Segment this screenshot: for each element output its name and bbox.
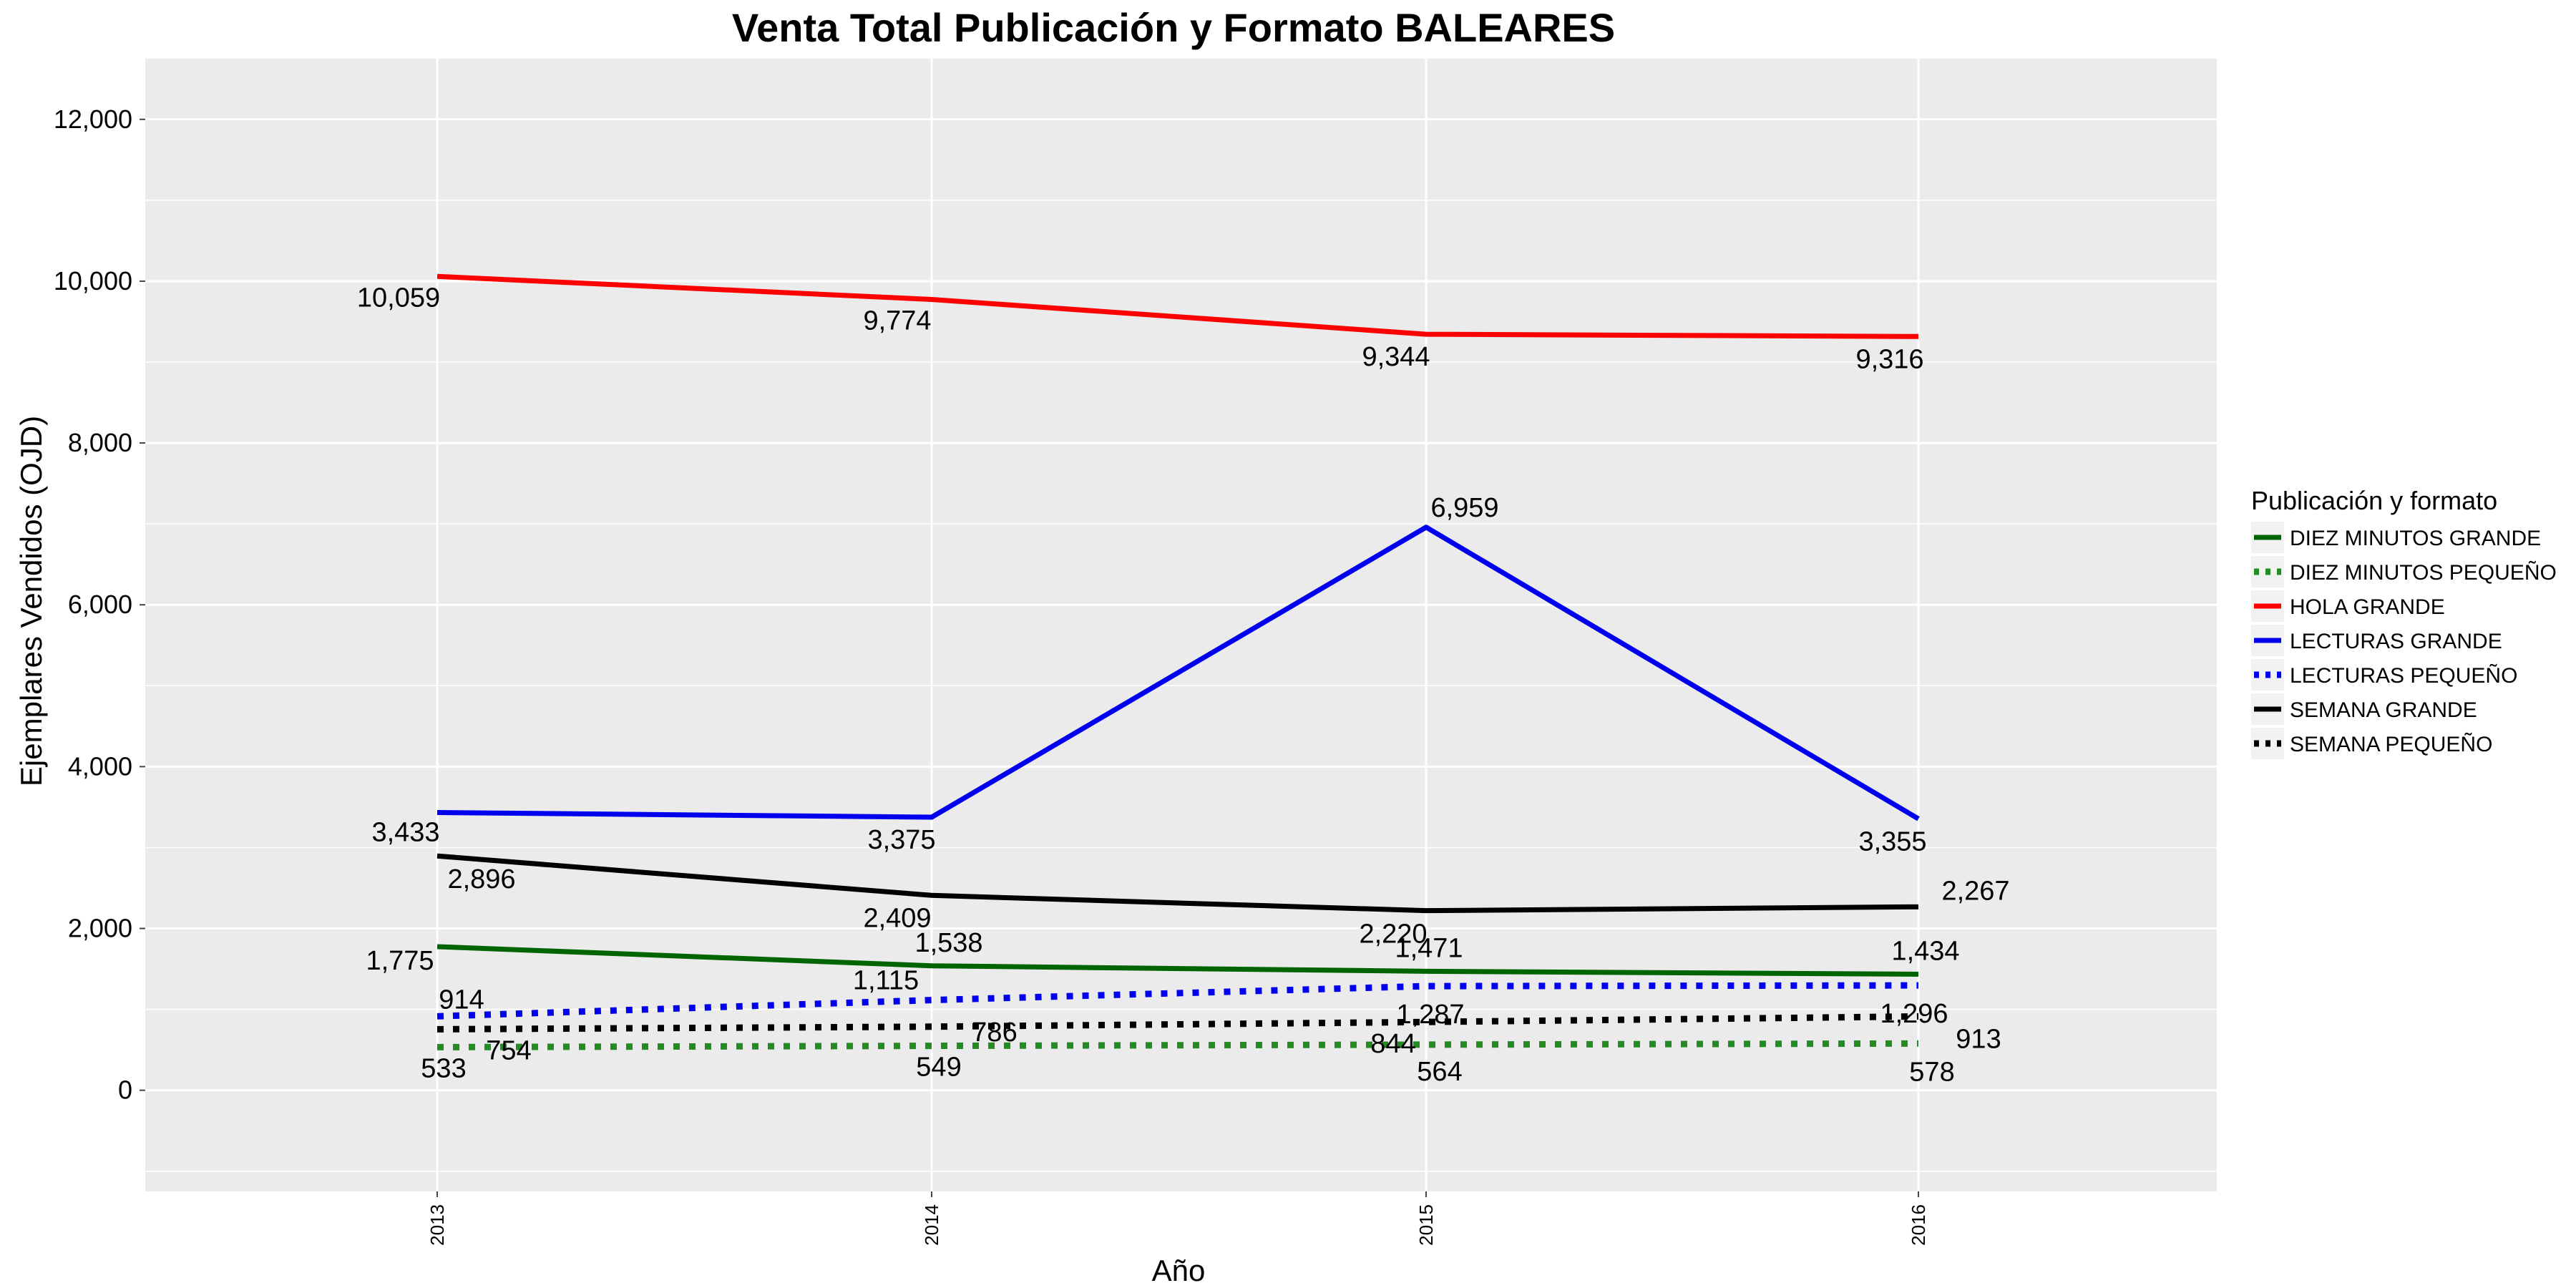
x-gridlines <box>436 59 1920 1191</box>
data-label: 1,115 <box>853 966 919 996</box>
legend: Publicación y formato DIEZ MINUTOS GRAND… <box>2251 486 2557 759</box>
data-label: 6,959 <box>1430 493 1498 523</box>
legend-item-label: LECTURAS PEQUEÑO <box>2290 663 2517 688</box>
y-tick-label: 2,000 <box>68 914 132 943</box>
data-label: 754 <box>486 1035 531 1065</box>
legend-item-label: LECTURAS GRANDE <box>2290 630 2502 653</box>
y-gridlines <box>145 118 2217 1172</box>
y-tick-label: 12,000 <box>54 104 132 134</box>
data-label: 533 <box>421 1053 466 1083</box>
series-line-lecturas-grande <box>436 525 1920 821</box>
legend-item-label: SEMANA PEQUEÑO <box>2290 732 2492 756</box>
y-tick-label: 4,000 <box>68 751 132 781</box>
data-label: 786 <box>972 1018 1017 1048</box>
data-label: 2,267 <box>1941 876 2009 906</box>
data-label: 3,355 <box>1858 826 1926 857</box>
x-tick-label: 2015 <box>1415 1204 1437 1246</box>
y-tick-label: 0 <box>118 1075 132 1105</box>
data-label: 578 <box>1909 1057 1954 1087</box>
panel-background <box>145 59 2217 1191</box>
data-label: 1,471 <box>1395 933 1463 963</box>
x-axis: 2013 2014 2015 2016 <box>426 1191 1929 1246</box>
data-label: 3,433 <box>371 817 439 847</box>
data-label: 2,409 <box>863 903 931 933</box>
data-label: 2,896 <box>447 864 515 894</box>
legend-item-label: HOLA GRANDE <box>2290 595 2445 619</box>
data-label: 844 <box>1370 1029 1415 1059</box>
y-tick-label: 8,000 <box>68 428 132 457</box>
series-line-diez-minutos-pequeno <box>436 1040 1919 1050</box>
legend-title: Publicación y formato <box>2251 486 2497 515</box>
plot-panel <box>145 59 2217 1191</box>
legend-item-label: DIEZ MINUTOS GRANDE <box>2290 527 2541 550</box>
y-axis-title: Ejemplares Vendidos (OJD) <box>14 416 48 786</box>
legend-item-label: SEMANA GRANDE <box>2290 698 2477 722</box>
series-line-diez-minutos-grande <box>436 944 1919 977</box>
data-label: 549 <box>916 1053 961 1083</box>
series-line-lecturas-pequeno <box>436 982 1919 1020</box>
data-label: 1,775 <box>366 946 434 976</box>
data-label: 3,375 <box>867 825 935 855</box>
data-label: 1,434 <box>1891 937 1959 967</box>
y-tick-label: 10,000 <box>54 266 132 296</box>
series-line-semana-pequeno <box>436 1013 1919 1033</box>
y-axis: 0 2,000 4,000 6,000 8,000 10,000 12,000 <box>54 104 145 1105</box>
data-label: 10,059 <box>357 283 440 313</box>
data-label: 913 <box>1956 1024 2001 1054</box>
legend-item-label: DIEZ MINUTOS PEQUEÑO <box>2290 560 2557 585</box>
data-labels: 1,775 1,538 1,471 1,434 533 549 564 578 10,059 9,… <box>357 283 2010 1087</box>
x-axis-title: Año <box>1152 1254 1206 1287</box>
data-label: 1,287 <box>1396 1000 1464 1030</box>
data-label: 914 <box>439 985 484 1015</box>
y-tick-label: 6,000 <box>68 590 132 619</box>
data-label: 2,220 <box>1359 919 1427 950</box>
series-line-hola-grande <box>436 273 1919 339</box>
data-label: 9,344 <box>1362 342 1430 372</box>
chart-title: Venta Total Publicación y Formato BALEAR… <box>732 5 1615 50</box>
data-label: 1,538 <box>914 928 982 958</box>
x-tick-label: 2013 <box>426 1204 448 1246</box>
x-tick-label: 2016 <box>1908 1204 1929 1246</box>
data-label: 9,316 <box>1855 344 1923 374</box>
data-label: 1,296 <box>1880 999 1948 1029</box>
series-line-semana-grande <box>436 853 1919 914</box>
data-label: 564 <box>1417 1057 1462 1087</box>
data-label: 9,774 <box>863 306 931 336</box>
x-tick-label: 2014 <box>921 1204 942 1246</box>
series-lines <box>436 273 1920 1050</box>
